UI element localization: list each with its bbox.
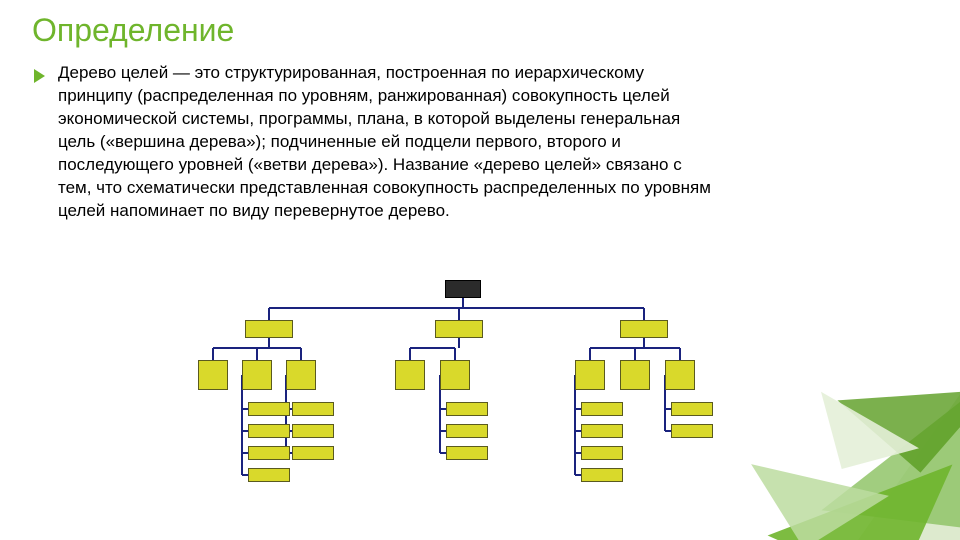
tree-l3-3 [248,468,290,482]
corner-tri-3 [837,317,960,472]
tree-l3-15 [671,424,713,438]
tree-l2-0 [198,360,228,390]
tree-l3-8 [446,424,488,438]
tree-l1-1 [435,320,483,338]
tree-l2-5 [575,360,605,390]
corner-tri-1 [821,361,960,528]
goal-tree-diagram [180,280,740,530]
tree-l3-0 [248,402,290,416]
tree-l3-6 [292,446,334,460]
tree-l3-7 [446,402,488,416]
corner-tri-4 [751,411,889,540]
corner-tri-2 [768,408,953,540]
tree-root [445,280,481,298]
tree-l2-3 [395,360,425,390]
tree-l3-9 [446,446,488,460]
bullet-marker [34,66,45,88]
tree-l3-11 [581,424,623,438]
tree-l3-12 [581,446,623,460]
tree-l2-7 [665,360,695,390]
triangle-icon [34,69,45,83]
corner-tri-5 [821,371,919,469]
tree-l2-4 [440,360,470,390]
definition-text: Дерево целей — это структурированная, по… [58,62,718,223]
tree-l3-1 [248,424,290,438]
slide-title: Определение [32,12,234,49]
tree-l1-0 [245,320,293,338]
tree-l3-4 [292,402,334,416]
tree-l1-2 [620,320,668,338]
tree-l3-10 [581,402,623,416]
corner-tri-0 [784,364,960,540]
tree-l2-2 [286,360,316,390]
tree-l2-1 [242,360,272,390]
tree-l2-6 [620,360,650,390]
tree-l3-2 [248,446,290,460]
tree-l3-14 [671,402,713,416]
tree-l3-5 [292,424,334,438]
tree-l3-13 [581,468,623,482]
